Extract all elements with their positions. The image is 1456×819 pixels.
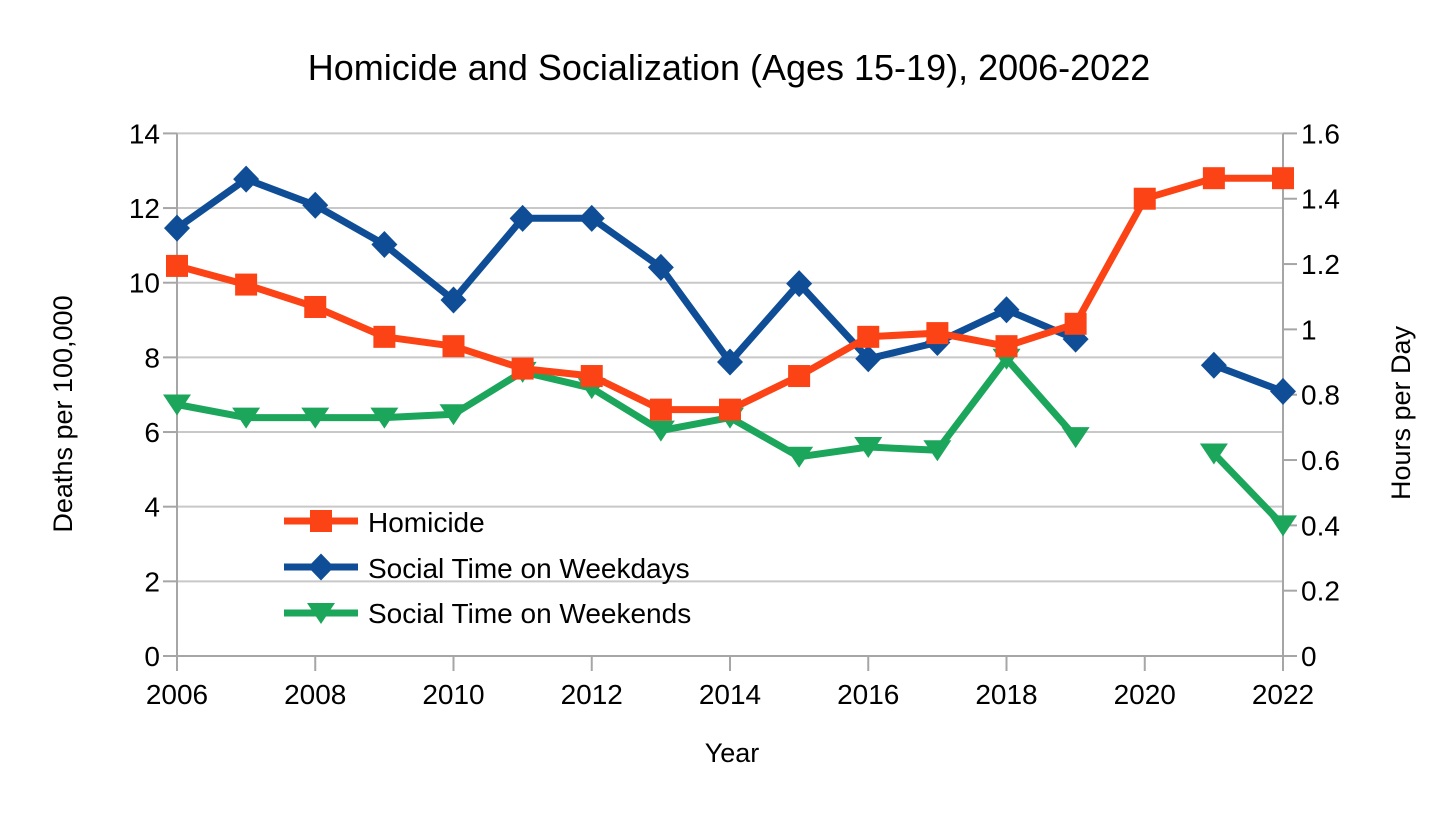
data-point-marker — [370, 407, 399, 429]
data-point-marker — [1199, 443, 1228, 465]
y-right-tick-label: 1.2 — [1301, 249, 1340, 280]
data-point-marker — [301, 407, 330, 429]
x-tick-label: 2014 — [699, 679, 761, 710]
x-tick-label: 2006 — [146, 679, 208, 710]
data-point-marker — [1202, 167, 1225, 190]
chart-title: Homicide and Socialization (Ages 15-19),… — [308, 47, 1151, 88]
x-axis-title: Year — [705, 738, 760, 768]
series-line — [174, 175, 1285, 395]
data-point-marker — [163, 394, 191, 416]
data-point-marker — [233, 165, 260, 193]
y-right-tick-label: 1 — [1301, 314, 1317, 345]
y-left-axis-title: Deaths per 100,000 — [48, 295, 78, 532]
series-social-time-on-weekdays — [164, 165, 1296, 405]
series-line — [176, 355, 1286, 528]
y-left-tick-label: 10 — [129, 268, 160, 299]
data-point-marker — [1133, 187, 1156, 210]
legend-marker — [308, 553, 334, 581]
data-point-marker — [785, 446, 814, 468]
y-right-tick-label: 0.4 — [1301, 510, 1340, 541]
y-left-tick-label: 12 — [129, 193, 160, 224]
data-point-marker — [580, 365, 603, 388]
data-point-marker — [786, 270, 813, 298]
tick-labels: 0 2 4 6 8 10 12 14 0 0.2 0.4 0.6 0.8 1 1.2 1.4 1.6 2006 20… — [129, 118, 1340, 710]
data-point-marker — [1061, 427, 1090, 449]
data-point-marker — [442, 335, 465, 358]
y-right-tick-label: 0.6 — [1301, 445, 1340, 476]
y-right-tick-label: 0.8 — [1301, 380, 1340, 411]
data-point-marker — [304, 295, 327, 318]
data-point-marker — [854, 436, 883, 458]
data-point-marker — [1270, 377, 1296, 405]
gridlines — [177, 132, 1283, 657]
data-point-marker — [717, 348, 743, 376]
x-tick-label: 2008 — [284, 679, 346, 710]
data-point-marker — [578, 204, 605, 232]
data-point-marker — [439, 404, 468, 426]
data-point-marker — [440, 286, 467, 314]
y-right-tick-label: 1.6 — [1301, 118, 1340, 149]
data-point-marker — [995, 335, 1018, 358]
data-point-marker — [166, 254, 188, 277]
data-series — [163, 165, 1297, 537]
data-point-marker — [1200, 351, 1227, 379]
y-left-tick-label: 2 — [144, 566, 160, 597]
data-point-marker — [646, 420, 675, 442]
x-tick-label: 2010 — [422, 679, 484, 710]
y-left-tick-label: 4 — [144, 492, 160, 523]
y-right-axis-title: Hours per Day — [1386, 325, 1416, 500]
legend-marker — [307, 603, 335, 624]
data-point-marker — [232, 407, 261, 429]
y-left-tick-label: 0 — [144, 641, 160, 672]
data-point-marker — [1064, 312, 1087, 335]
y-left-tick-label: 8 — [144, 342, 160, 373]
legend-marker — [310, 510, 332, 532]
data-point-marker — [511, 357, 534, 380]
x-tick-label: 2012 — [561, 679, 623, 710]
x-tick-label: 2016 — [837, 679, 899, 710]
data-point-marker — [371, 230, 398, 258]
data-point-marker — [788, 365, 811, 388]
legend-label-homicide: Homicide — [368, 507, 485, 538]
x-tick-label: 2018 — [975, 679, 1037, 710]
legend-label-social-weekdays: Social Time on Weekdays — [368, 553, 690, 584]
legend: Homicide Social Time on Weekdays Social … — [284, 507, 691, 629]
data-point-marker — [1269, 515, 1297, 537]
x-tick-label: 2020 — [1114, 679, 1176, 710]
y-left-tick-label: 6 — [144, 417, 160, 448]
y-left-tick-label: 14 — [129, 118, 160, 149]
data-point-marker — [302, 191, 329, 219]
data-point-marker — [719, 398, 741, 421]
data-point-marker — [164, 214, 190, 242]
data-point-marker — [993, 296, 1020, 324]
x-tick-label: 2022 — [1252, 679, 1314, 710]
data-point-marker — [373, 325, 396, 348]
data-point-marker — [649, 398, 672, 421]
data-point-marker — [857, 325, 880, 348]
legend-label-social-weekends: Social Time on Weekends — [368, 598, 691, 629]
data-point-marker — [855, 345, 882, 373]
y-right-tick-label: 0.2 — [1301, 576, 1340, 607]
legend-swatches — [284, 510, 358, 624]
y-right-tick-label: 1.4 — [1301, 184, 1340, 215]
data-point-marker — [509, 204, 536, 232]
data-point-marker — [926, 322, 949, 345]
data-point-marker — [1272, 167, 1294, 190]
y-right-tick-label: 0 — [1301, 641, 1317, 672]
data-point-marker — [235, 273, 258, 296]
data-point-marker — [923, 440, 952, 462]
series-social-time-on-weekends — [163, 348, 1297, 537]
data-point-marker — [647, 253, 674, 281]
series-homicide — [166, 167, 1294, 421]
